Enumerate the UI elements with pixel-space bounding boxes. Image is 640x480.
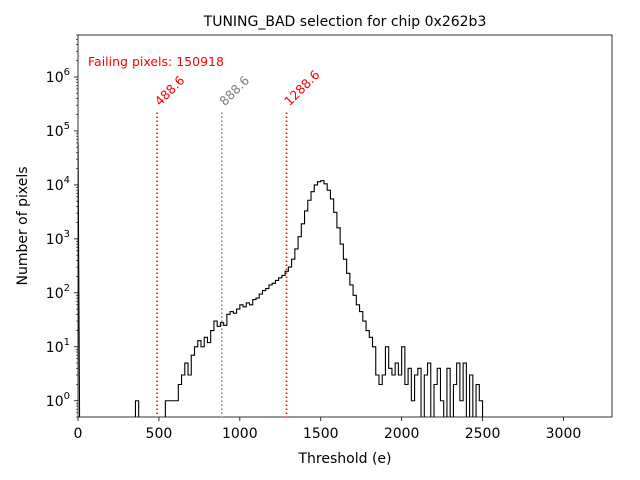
x-tick-label: 0 [74,426,83,442]
chart-title: TUNING_BAD selection for chip 0x262b3 [203,14,487,30]
y-tick-label: 103 [46,229,70,248]
y-tick-label: 104 [46,175,70,194]
x-tick-label: 1500 [303,426,339,442]
x-tick-label: 3000 [546,426,582,442]
x-tick-label: 2500 [465,426,501,442]
y-tick-label: 100 [46,391,70,410]
y-tick-label: 106 [46,67,70,86]
axis-ticks: 0 500 1000 1500 2000 2500 3000 100 101 102 103 104 1… [46,34,582,442]
x-axis-label: Threshold (e) [298,451,392,467]
plot-area [78,142,484,417]
y-tick-label: 105 [46,121,70,140]
y-tick-label: 102 [46,283,70,302]
x-tick-label: 2000 [384,426,420,442]
histogram-step-line [78,142,484,417]
y-tick-label: 101 [46,337,70,356]
x-tick-label: 1000 [222,426,258,442]
y-axis-label: Number of pixels [15,166,31,285]
failing-pixels-annotation: Failing pixels: 150918 [88,54,224,69]
x-tick-label: 500 [146,426,173,442]
plot-frame [77,34,613,418]
